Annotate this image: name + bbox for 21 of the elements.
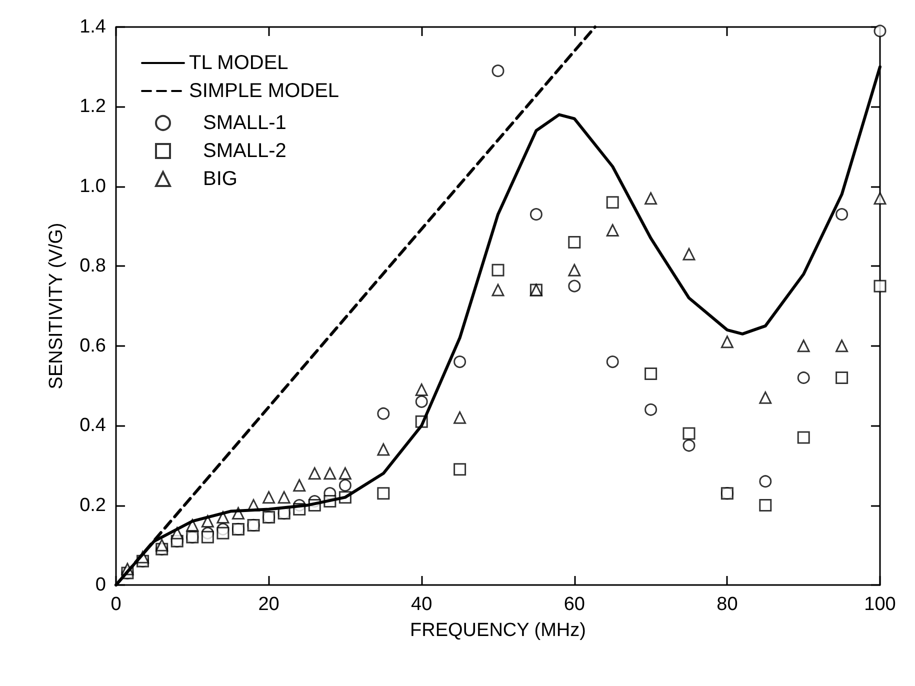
x-tick-label: 0 <box>110 594 122 615</box>
x-axis-title: FREQUENCY (MHz) <box>410 620 586 641</box>
legend-label: TL MODEL <box>189 52 288 74</box>
x-tick-label: 80 <box>716 594 738 615</box>
y-axis-title: SENSITIVITY (V/G) <box>46 222 67 390</box>
y-tick-label: 0.8 <box>80 256 106 277</box>
x-tick-label: 20 <box>258 594 280 615</box>
x-tick-label: 40 <box>411 594 432 615</box>
y-tick-label: 1.2 <box>80 96 106 118</box>
x-tick-label: 60 <box>564 594 585 615</box>
x-tick-label: 100 <box>864 594 896 615</box>
legend-label: SMALL-2 <box>203 140 286 162</box>
y-tick-label: 0.6 <box>80 335 106 356</box>
legend-label: BIG <box>203 168 238 190</box>
y-tick-label: 0.4 <box>80 415 106 436</box>
y-tick-label: 0 <box>95 574 106 596</box>
legend-label: SIMPLE MODEL <box>189 80 340 102</box>
y-tick-label: 1.0 <box>80 176 106 197</box>
legend-label: SMALL-1 <box>203 112 286 134</box>
y-tick-label: 1.4 <box>80 16 106 38</box>
y-tick-label: 0.2 <box>80 494 106 516</box>
